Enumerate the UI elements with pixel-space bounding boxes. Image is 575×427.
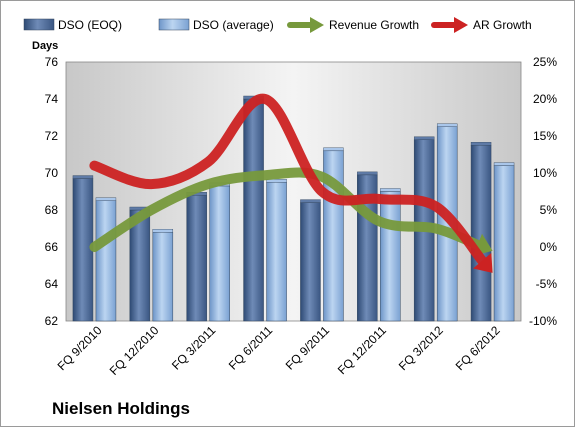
bar-top [323,147,344,152]
y-tick-right: 20% [533,92,557,106]
bar-top [300,199,321,203]
bar-dso-average [493,165,515,322]
y-tick-right: 0% [540,240,558,254]
x-tick-label: FQ 3/2011 [169,323,219,373]
bar-top [413,136,435,140]
y-ticks-right: -10% -5% 0% 5% 10% 15% 20% 25% [529,55,557,328]
x-tick-label: FQ 6/2012 [453,323,503,373]
x-tick-label: FQ 9/2011 [283,323,333,373]
x-tick-label: FQ 3/2012 [396,323,446,373]
y-tick-left: 64 [45,277,59,291]
legend-label: DSO (EOQ) [58,18,122,32]
legend-label: AR Growth [473,18,532,32]
bar-dso-average [266,182,287,322]
bar-dso-eoq [243,98,264,322]
legend-swatch-arrowhead [454,17,468,33]
y-tick-left: 66 [45,240,59,254]
bar-top [152,228,174,233]
y-tick-right: 25% [533,55,557,69]
bar-top [266,179,287,183]
y-tick-left: 62 [45,314,59,328]
bar-top [357,171,378,176]
legend-swatch [158,18,190,31]
bar-top [470,142,492,146]
y-tick-left: 68 [45,203,59,217]
y-tick-left: 70 [45,166,59,180]
x-tick-label: FQ 12/2010 [107,323,162,378]
bar-dso-average [152,231,174,322]
company-name: Nielsen Holdings [52,399,190,418]
bar-dso-average [380,191,401,322]
y-tick-right: 10% [533,166,557,180]
revenue-growth-line [89,167,483,252]
legend: DSO (EOQ) DSO (average) Revenue Growth AR G… [23,17,532,33]
y-ticks-left: 62 64 66 68 70 72 74 76 [45,55,59,328]
x-tick-label: FQ 6/2011 [226,323,276,373]
legend-swatch [23,18,55,31]
line-marks [89,93,493,273]
y-tick-right: 15% [533,129,557,143]
x-tick-label: FQ 9/2010 [55,323,105,373]
bar-dso-eoq [300,202,321,322]
ar-growth-line [89,93,488,266]
legend-label: Revenue Growth [329,18,419,32]
ar-growth-line-arrowhead [473,252,493,273]
bar-top [436,123,458,127]
bar-top [95,197,117,201]
bar-dso-eoq [470,145,492,322]
bar-top [380,188,401,192]
x-tick-label: FQ 12/2011 [335,323,389,377]
bar-dso-average [209,185,230,322]
y-tick-right: 5% [540,203,558,217]
legend-swatch-arrowhead [310,17,324,33]
legend-label: DSO (average) [193,18,274,32]
y-tick-left: 74 [45,92,59,106]
bar-dso-average [95,200,117,322]
bar-dso-eoq [72,178,94,322]
y-axis-label-left: Days [32,40,59,52]
y-tick-right: -10% [529,314,557,328]
bar-dso-eoq [186,194,207,322]
y-tick-left: 76 [45,55,59,69]
x-ticks: FQ 9/2010 FQ 12/2010 FQ 3/2011 FQ 6/2011 FQ … [55,323,503,378]
bar-top [72,175,94,179]
bar-top [493,162,515,166]
y-tick-left: 72 [45,129,59,143]
y-tick-right: -5% [536,277,558,291]
